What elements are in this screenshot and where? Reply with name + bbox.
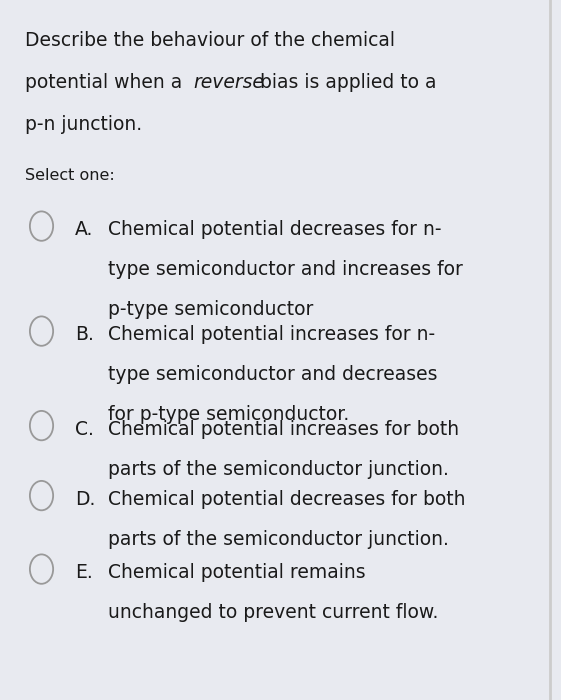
Text: type semiconductor and increases for: type semiconductor and increases for — [108, 260, 463, 279]
Text: bias is applied to a: bias is applied to a — [254, 74, 436, 92]
Text: type semiconductor and decreases: type semiconductor and decreases — [108, 365, 438, 384]
Text: Chemical potential decreases for n-: Chemical potential decreases for n- — [108, 220, 442, 239]
Text: Chemical potential decreases for both: Chemical potential decreases for both — [108, 490, 466, 509]
Text: Describe the behaviour of the chemical: Describe the behaviour of the chemical — [25, 32, 395, 50]
Text: parts of the semiconductor junction.: parts of the semiconductor junction. — [108, 460, 449, 479]
Text: E.: E. — [75, 564, 93, 582]
Text: B.: B. — [75, 326, 94, 344]
Text: p-type semiconductor: p-type semiconductor — [108, 300, 313, 319]
Text: Chemical potential remains: Chemical potential remains — [108, 564, 366, 582]
Text: Chemical potential increases for n-: Chemical potential increases for n- — [108, 326, 435, 344]
Text: p-n junction.: p-n junction. — [25, 116, 142, 134]
Text: D.: D. — [75, 490, 95, 509]
Text: reverse: reverse — [194, 74, 265, 92]
Text: potential when a: potential when a — [25, 74, 188, 92]
Text: A.: A. — [75, 220, 93, 239]
Text: for p-type semiconductor.: for p-type semiconductor. — [108, 405, 349, 424]
Text: Select one:: Select one: — [25, 168, 114, 183]
Text: Chemical potential increases for both: Chemical potential increases for both — [108, 420, 459, 439]
Text: unchanged to prevent current flow.: unchanged to prevent current flow. — [108, 603, 438, 622]
Text: parts of the semiconductor junction.: parts of the semiconductor junction. — [108, 530, 449, 549]
Text: C.: C. — [75, 420, 94, 439]
